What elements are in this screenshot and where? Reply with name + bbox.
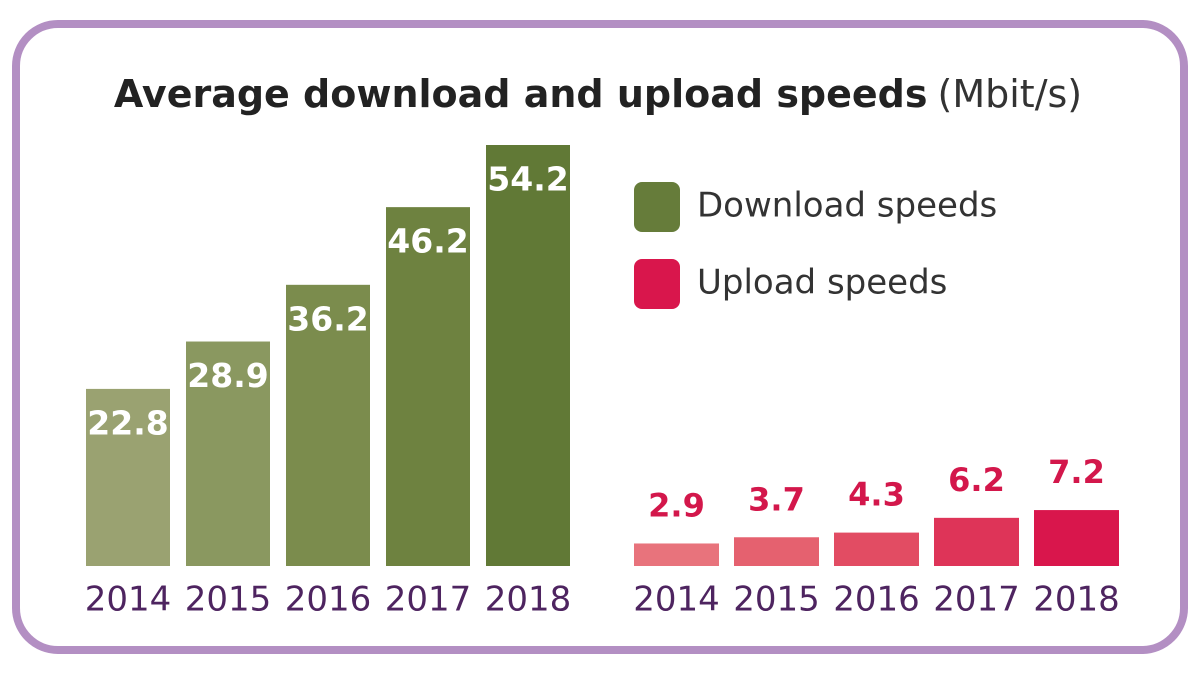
bar (86, 388, 170, 566)
x-tick-label: 2017 (385, 580, 472, 620)
x-tick-label: 2014 (633, 580, 720, 620)
bar (1034, 510, 1119, 566)
value-label: 7.2 (1048, 453, 1105, 491)
value-label: 54.2 (487, 160, 568, 199)
x-tick-label: 2014 (85, 580, 172, 620)
x-tick-label: 2015 (733, 580, 820, 620)
bar (386, 207, 470, 566)
value-label: 6.2 (948, 461, 1005, 499)
bar (734, 537, 819, 566)
x-tick-label: 2016 (833, 580, 920, 620)
bar (834, 532, 919, 566)
bar (286, 284, 370, 566)
value-label: 46.2 (387, 222, 468, 261)
title-main: Average download and upload speeds (114, 72, 928, 116)
value-label: 4.3 (848, 476, 905, 514)
bar (634, 543, 719, 566)
value-label: 36.2 (287, 299, 368, 338)
bar (186, 341, 270, 566)
x-tick-label: 2018 (485, 580, 572, 620)
value-label: 2.9 (648, 486, 705, 524)
legend-label: Upload speeds (697, 263, 947, 303)
legend-swatch (634, 182, 680, 232)
bar (934, 517, 1019, 566)
chart-title: Average download and upload speeds (Mbit/… (114, 72, 1082, 116)
x-tick-label: 2018 (1033, 580, 1120, 620)
title-unit: (Mbit/s) (938, 72, 1083, 116)
frame (12, 20, 1188, 654)
legend-swatch (634, 259, 680, 309)
x-tick-label: 2016 (285, 580, 372, 620)
value-label: 3.7 (748, 480, 805, 518)
x-tick-label: 2015 (185, 580, 272, 620)
value-label: 28.9 (187, 356, 268, 395)
legend-label: Download speeds (697, 186, 997, 226)
bar (486, 145, 570, 566)
x-tick-label: 2017 (933, 580, 1020, 620)
value-label: 22.8 (87, 403, 168, 442)
